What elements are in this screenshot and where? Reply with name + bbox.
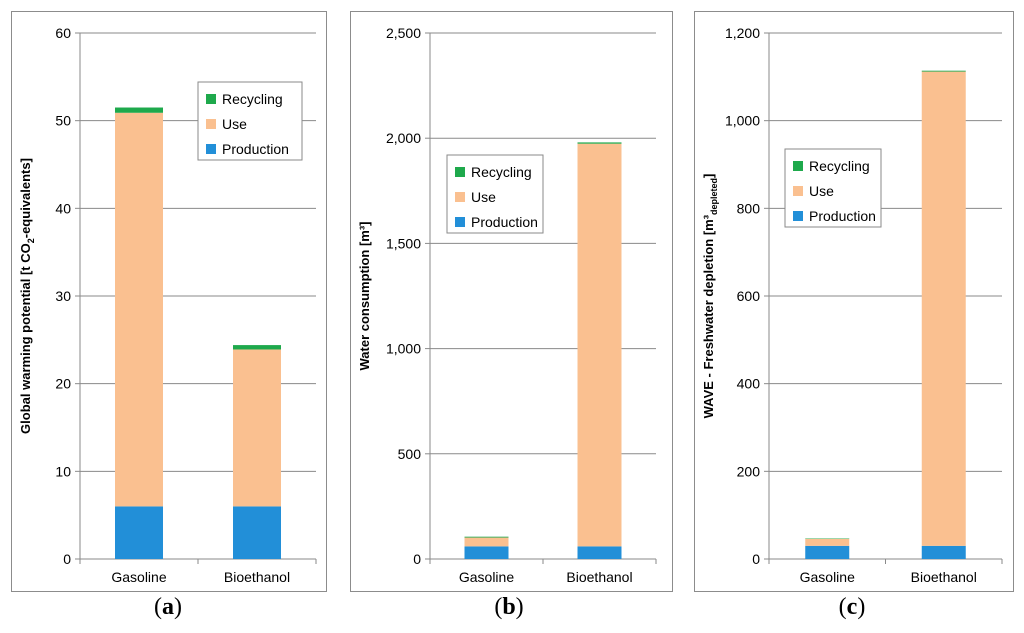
legend-label-use: Use xyxy=(222,116,247,132)
legend: Recycling Use Production xyxy=(784,148,882,228)
legend-label-recycling: Recycling xyxy=(471,164,532,180)
y-tick-label: 600 xyxy=(737,288,761,304)
chart-panel-a: 0 10 20 30 40 50 60 Gasoline Bioethanol Global wa… xyxy=(11,11,327,592)
y-tick-label: 30 xyxy=(55,288,71,304)
y-axis-label: WAVE - Freshwater depletion [m³depleted] xyxy=(701,174,719,419)
caption-b-letter: b xyxy=(502,594,516,620)
y-tick-label: 60 xyxy=(55,25,71,41)
y-axis-label-part: -equivalents] xyxy=(18,158,33,238)
y-tick-label: 0 xyxy=(752,551,760,567)
y-tick-label: 40 xyxy=(55,200,71,216)
legend-swatch-use xyxy=(793,186,803,196)
legend-swatch-recycling xyxy=(793,161,803,171)
bar-production-gasoline xyxy=(115,506,163,559)
y-tick-label: 400 xyxy=(737,376,761,392)
y-axis-label-subscript: 2 xyxy=(26,238,36,243)
legend: Recycling Use Production xyxy=(446,154,544,234)
legend-label-use: Use xyxy=(809,183,834,199)
y-tick-label: 1,000 xyxy=(386,341,421,357)
bar-use-gasoline xyxy=(115,112,163,507)
bar-recycling-bioethanol xyxy=(577,142,622,144)
chart-panel-b: 0 500 1,000 1,500 2,000 2,500 Gasoline Bioethan… xyxy=(350,11,673,592)
x-category-label: Gasoline xyxy=(459,569,514,585)
bar-production-gasoline xyxy=(464,546,509,559)
legend-swatch-production xyxy=(206,144,216,154)
chart-svg-a: 0 10 20 30 40 50 60 Gasoline Bioethanol Global wa… xyxy=(18,25,317,585)
y-tick-label: 200 xyxy=(737,463,761,479)
caption-c: (c) xyxy=(838,594,866,620)
y-tick-label: 1,000 xyxy=(725,113,760,129)
bar-recycling-gasoline xyxy=(115,107,163,113)
y-tick-label: 20 xyxy=(55,376,71,392)
x-category-label: Bioethanol xyxy=(224,569,290,585)
legend-label-production: Production xyxy=(222,141,289,157)
y-axis-label: Global warming potential [t CO2-equivale… xyxy=(18,158,36,434)
legend-label-use: Use xyxy=(471,189,496,205)
y-tick-label: 2,000 xyxy=(386,130,421,146)
y-tick-label: 2,500 xyxy=(386,25,421,41)
y-tick-label: 10 xyxy=(55,463,71,479)
legend-swatch-production xyxy=(455,217,465,227)
y-tick-label: 800 xyxy=(737,200,761,216)
legend-swatch-production xyxy=(793,211,803,221)
legend-swatch-recycling xyxy=(206,94,216,104)
legend-label-production: Production xyxy=(809,208,876,224)
bar-production-bioethanol xyxy=(233,506,281,559)
x-category-label: Gasoline xyxy=(111,569,166,585)
chart-svg-c: 0 200 400 600 800 1,000 1,200 Gasoline Bioethano… xyxy=(701,25,1003,585)
caption-a: (a) xyxy=(154,594,182,620)
bar-use-bioethanol xyxy=(921,71,966,546)
y-tick-label: 500 xyxy=(398,446,422,462)
legend-label-recycling: Recycling xyxy=(809,158,870,174)
caption-c-letter: c xyxy=(846,594,858,620)
legend-label-production: Production xyxy=(471,214,538,230)
legend-swatch-use xyxy=(455,192,465,202)
x-category-label: Gasoline xyxy=(800,569,855,585)
x-category-label: Bioethanol xyxy=(911,569,977,585)
y-axis-label-part: WAVE - Freshwater depletion [m³ xyxy=(701,214,716,418)
bar-recycling-gasoline xyxy=(464,536,509,538)
y-axis-label-part: ] xyxy=(701,174,716,178)
caption-b: (b) xyxy=(494,594,524,620)
y-axis-label: Water consumption [m³] xyxy=(357,221,372,370)
bar-production-bioethanol xyxy=(921,545,966,559)
y-tick-label: 0 xyxy=(63,551,71,567)
bar-use-bioethanol xyxy=(233,349,281,507)
y-tick-label: 1,200 xyxy=(725,25,760,41)
y-axis-label-part: Global warming potential [t CO xyxy=(18,243,33,434)
bar-production-gasoline xyxy=(805,545,850,559)
caption-a-letter: a xyxy=(162,594,174,620)
chart-panel-c: 0 200 400 600 800 1,000 1,200 Gasoline Bioethano… xyxy=(694,11,1014,592)
bar-recycling-bioethanol xyxy=(233,345,281,350)
bar-production-bioethanol xyxy=(577,546,622,559)
y-axis-label-subscript: depleted xyxy=(709,178,719,215)
y-tick-label: 1,500 xyxy=(386,235,421,251)
legend-swatch-use xyxy=(206,119,216,129)
legend-label-recycling: Recycling xyxy=(222,91,283,107)
bar-use-gasoline xyxy=(464,537,509,547)
bar-use-gasoline xyxy=(805,538,850,546)
legend: Recycling Use Production xyxy=(197,81,303,161)
y-tick-label: 50 xyxy=(55,113,71,129)
x-category-label: Bioethanol xyxy=(566,569,632,585)
chart-svg-b: 0 500 1,000 1,500 2,000 2,500 Gasoline Bioethan… xyxy=(357,25,657,585)
bar-use-bioethanol xyxy=(577,143,622,547)
y-tick-label: 0 xyxy=(413,551,421,567)
legend-swatch-recycling xyxy=(455,167,465,177)
bar-recycling-bioethanol xyxy=(921,70,966,72)
